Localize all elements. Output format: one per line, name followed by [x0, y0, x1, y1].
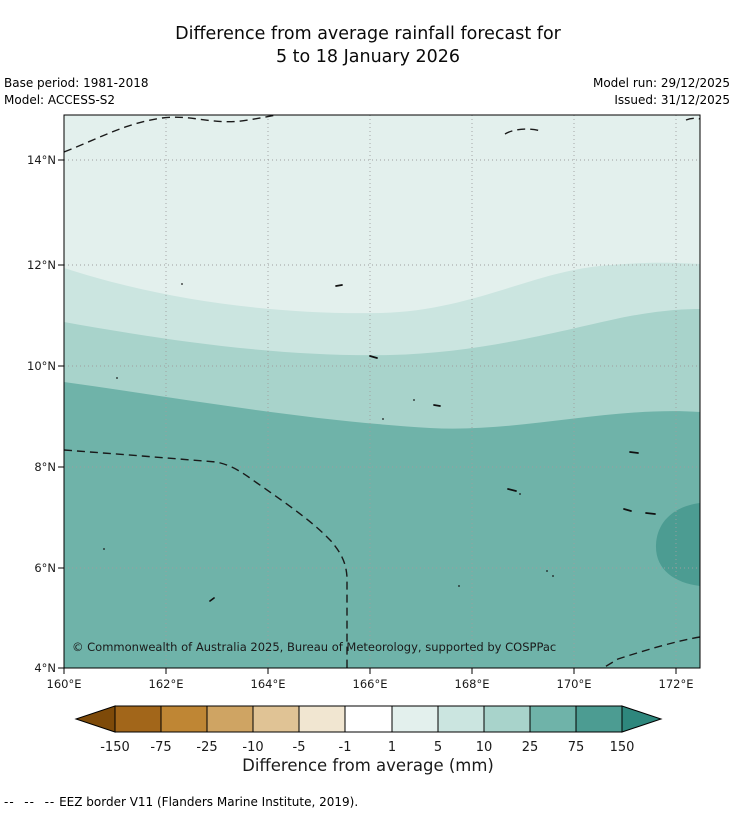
eez-legend-label: EEZ border V11 (Flanders Marine Institut…	[59, 795, 359, 809]
contour-band-1-5mm	[64, 115, 700, 314]
eez-border-lines	[64, 115, 700, 668]
x-axis-tick-marks	[63, 668, 677, 674]
colorbar-segment	[114, 705, 162, 733]
colorbar-segment	[483, 705, 531, 733]
colorbar-arrow-left	[74, 705, 116, 733]
y-axis-latitude: 14°N 12°N 10°N 8°N 6°N 4°N	[27, 153, 64, 675]
lat-tick-label: 14°N	[27, 153, 56, 167]
y-axis-tick-marks	[58, 159, 64, 669]
eez-legend: -- -- -- EEZ border V11 (Flanders Marine…	[4, 795, 358, 809]
map-copyright: © Commonwealth of Australia 2025, Bureau…	[72, 640, 556, 654]
island-coastline-marks	[103, 283, 656, 602]
meta-left: Base period: 1981-2018 Model: ACCESS-S2	[4, 75, 149, 109]
colorbar-segment	[206, 705, 254, 733]
map-panel: © Commonwealth of Australia 2025, Bureau…	[63, 114, 701, 669]
colorbar-segment	[160, 705, 208, 733]
colorbar-tick-label: 25	[522, 740, 539, 755]
colorbar-axis-label: Difference from average (mm)	[242, 756, 494, 775]
colorbar-arrow-right	[621, 705, 663, 733]
colorbar-tick-label: -10	[242, 740, 263, 755]
colorbar-segment	[391, 705, 439, 733]
lon-tick-label: 166°E	[353, 677, 388, 691]
colorbar-tick-label: 75	[568, 740, 585, 755]
lat-tick-label: 4°N	[34, 661, 56, 675]
lon-tick-label: 170°E	[557, 677, 592, 691]
contour-shading	[64, 115, 700, 668]
model-run-text: Model run: 29/12/2025	[592, 76, 730, 90]
colorbar: -150 -75 -25 -10 -5 -1 1 5 10 25 75 150 …	[74, 705, 663, 775]
colorbar-tick-label: -1	[339, 740, 352, 755]
lon-tick-label: 168°E	[455, 677, 490, 691]
colorbar-tick-label: -150	[100, 740, 130, 755]
contour-band-75-150mm	[655, 503, 700, 586]
colorbar-segment	[344, 705, 393, 733]
meta-right: Model run: 29/12/2025 Issued: 31/12/2025	[593, 75, 730, 109]
colorbar-tick-label: 150	[610, 740, 635, 755]
lat-tick-label: 12°N	[27, 258, 56, 272]
base-period-text: Base period: 1981-2018	[4, 76, 149, 90]
title-line-1: Difference from average rainfall forecas…	[175, 24, 561, 44]
colorbar-tick-label: 5	[434, 740, 442, 755]
lat-tick-label: 10°N	[27, 359, 56, 373]
colorbar-segment	[529, 705, 577, 733]
lat-tick-label: 6°N	[34, 561, 56, 575]
colorbar-segment	[298, 705, 346, 733]
lon-tick-label: 164°E	[251, 677, 286, 691]
colorbar-tick-label: 1	[388, 740, 396, 755]
lon-tick-label: 172°E	[659, 677, 694, 691]
colorbar-tick-label: -25	[196, 740, 217, 755]
colorbar-segment	[575, 705, 623, 733]
colorbar-tick-label: 10	[476, 740, 493, 755]
map-border	[63, 114, 701, 669]
lat-tick-label: 8°N	[34, 460, 56, 474]
title-line-2: 5 to 18 January 2026	[275, 47, 461, 67]
colorbar-tick-label: -75	[150, 740, 171, 755]
model-text: Model: ACCESS-S2	[4, 93, 116, 107]
eez-dash-swatch: -- -- --	[4, 795, 56, 809]
page-title: Difference from average rainfall forecas…	[0, 23, 736, 69]
colorbar-tick-label: -5	[293, 740, 306, 755]
graticule-gridlines	[64, 115, 700, 668]
x-axis-longitude: 160°E 162°E 164°E 166°E 168°E 170°E 172°…	[47, 668, 694, 691]
issued-text: Issued: 31/12/2025	[614, 93, 730, 107]
lon-tick-label: 160°E	[47, 677, 82, 691]
lon-tick-label: 162°E	[149, 677, 184, 691]
colorbar-segment	[252, 705, 300, 733]
colorbar-segment	[437, 705, 485, 733]
